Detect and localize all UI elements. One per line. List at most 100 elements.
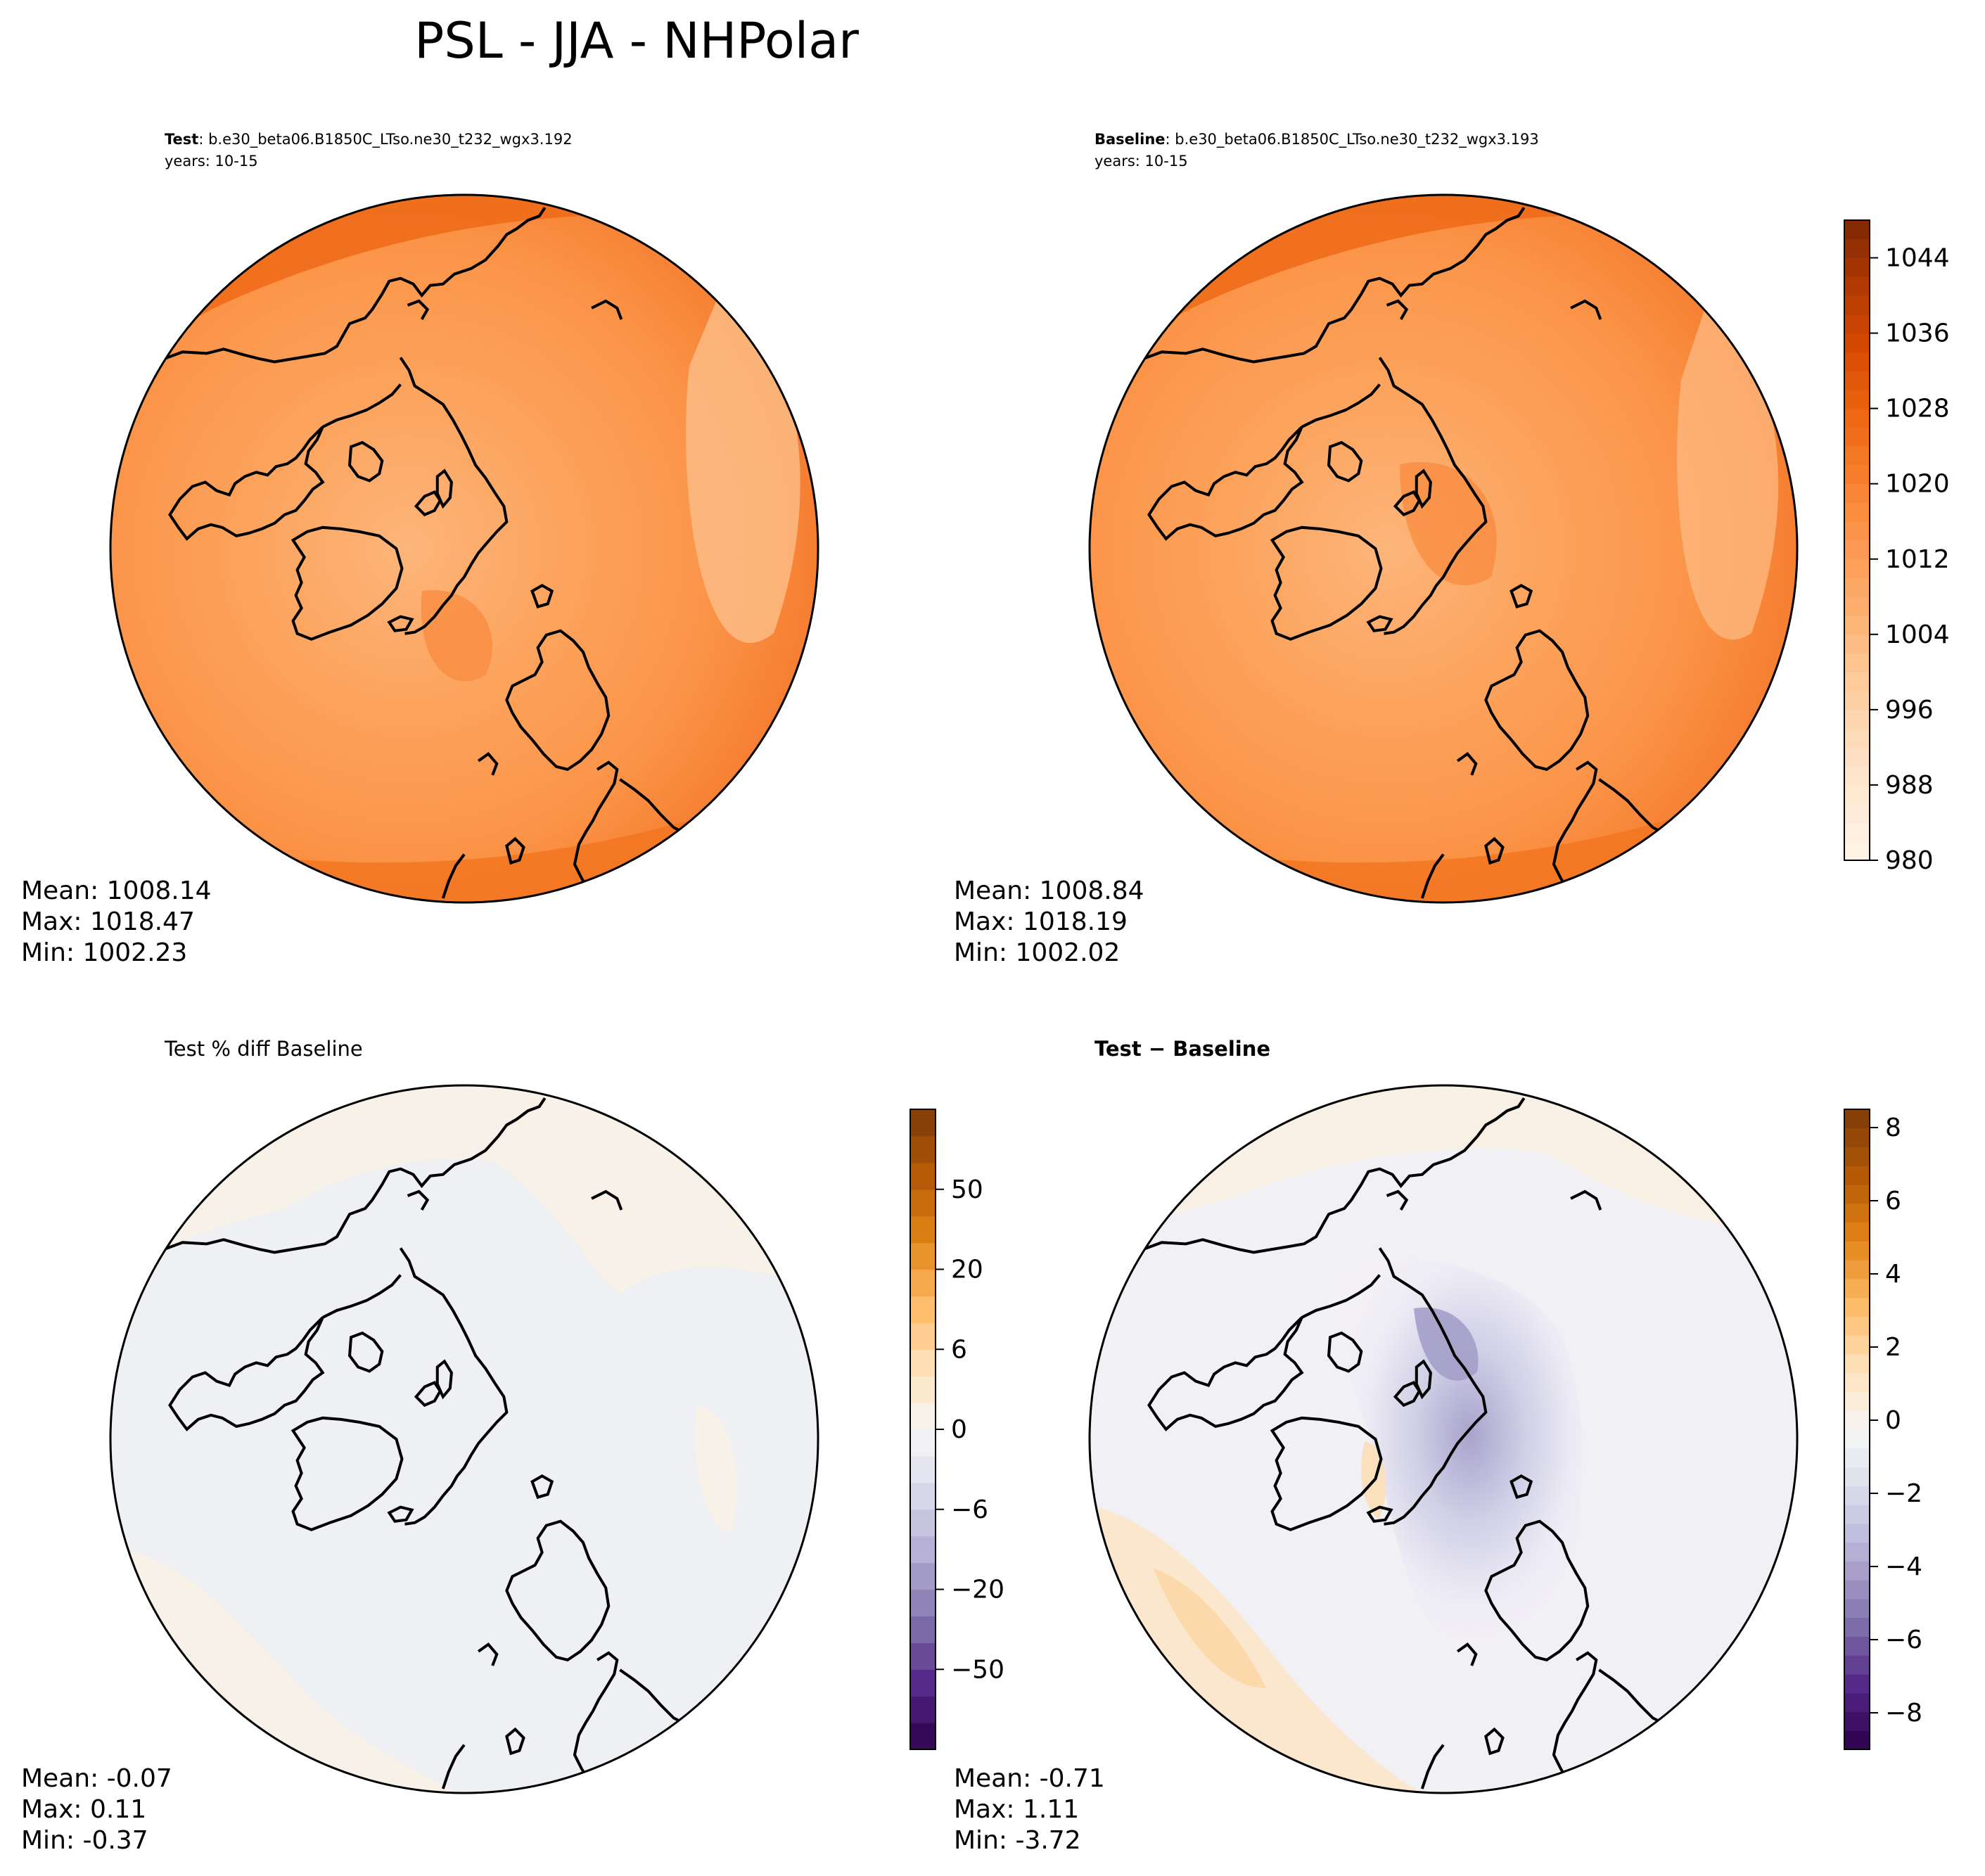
colorbar-psl-frame — [1844, 219, 1870, 861]
colorbar-psl-tick-label: 988 — [1885, 771, 1934, 800]
panel-difference-boundary — [1088, 1084, 1799, 1794]
colorbar-pct-bin — [910, 1135, 936, 1163]
panel-baseline-subtitle: years: 10-15 — [1094, 153, 1188, 170]
panel-pct-diff-mean: Mean: -0.07 — [21, 1764, 172, 1793]
panel-difference-mean: Mean: -0.71 — [954, 1764, 1105, 1793]
colorbar-pct-bin — [910, 1509, 936, 1537]
colorbar-psl-bin — [1844, 220, 1870, 240]
colorbar-psl-bin — [1844, 728, 1870, 748]
colorbar-pct-bin — [910, 1403, 936, 1430]
colorbar-pct-tick-label: 50 — [951, 1175, 983, 1204]
panel-difference: Test − Baseline Mean: -0.71 Max: 1.11 Mi… — [954, 1037, 1799, 1855]
colorbar-diff-bin — [1844, 1109, 1870, 1129]
colorbar-psl-tick-label: 1036 — [1885, 319, 1950, 348]
colorbar-psl-bin — [1844, 540, 1870, 560]
colorbar-diff-bin — [1844, 1297, 1870, 1317]
colorbar-diff-bin — [1844, 1316, 1870, 1336]
panel-difference-max: Max: 1.11 — [954, 1795, 1079, 1824]
colorbar-diff-bin — [1844, 1410, 1870, 1430]
panel-test-max: Max: 1018.47 — [21, 907, 195, 936]
panel-baseline-boundary — [1088, 193, 1799, 904]
panel-baseline-min: Min: 1002.02 — [954, 938, 1120, 967]
colorbar-pct-tick-label: −50 — [951, 1655, 1004, 1684]
colorbar-diff-bin — [1844, 1353, 1870, 1374]
colorbar-psl-bin — [1844, 653, 1870, 672]
colorbar-diff-bin — [1844, 1241, 1870, 1261]
panel-baseline-title: Baseline: b.e30_beta06.B1850C_LTso.ne30_… — [1094, 131, 1539, 148]
colorbar-psl-bin — [1844, 276, 1870, 296]
colorbar-psl-bin — [1844, 464, 1870, 485]
colorbar-pct-bin — [910, 1562, 936, 1590]
figure-title: PSL - JJA - NHPolar — [414, 12, 859, 70]
colorbar-psl-bin — [1844, 822, 1870, 842]
colorbar-diff-bin — [1844, 1730, 1870, 1750]
panel-difference-title: Test − Baseline — [1094, 1037, 1270, 1061]
colorbar-pct-bin — [910, 1429, 936, 1457]
colorbar-psl-tick-label: 1028 — [1885, 395, 1950, 423]
colorbar-pct-bin — [910, 1376, 936, 1403]
colorbar-psl-bin — [1844, 747, 1870, 767]
colorbar-pct-bin — [910, 1189, 936, 1217]
panel-baseline-title-bold: Baseline — [1094, 131, 1166, 148]
colorbar-psl-bin — [1844, 238, 1870, 259]
panel-difference-map — [1090, 1085, 1797, 1793]
colorbar-diff-bin — [1844, 1598, 1870, 1619]
colorbar-pct-bin — [910, 1215, 936, 1244]
colorbar-diff-bin — [1844, 1617, 1870, 1638]
colorbar-diff-bins — [1844, 1109, 1870, 1750]
colorbar-diff-bin — [1844, 1203, 1870, 1223]
colorbar-psl-tick-label: 980 — [1885, 846, 1934, 875]
panel-pct-diff-max: Max: 0.11 — [21, 1795, 146, 1824]
panel-test-min: Min: 1002.23 — [21, 938, 187, 967]
panel-baseline-map — [1090, 195, 1797, 902]
colorbar-pct-ticks: 50 20 6 0 −6 −20 −50 — [936, 1175, 1004, 1684]
colorbar-psl-bin — [1844, 257, 1870, 277]
colorbar-psl-ticks: 980 988 996 1004 1012 1020 1028 1036 1044 — [1870, 244, 1950, 875]
colorbar-psl-bin — [1844, 672, 1870, 691]
colorbar-diff-tick-label: 0 — [1885, 1406, 1901, 1435]
panel-baseline-max: Max: 1018.19 — [954, 907, 1128, 936]
colorbar-psl-bin — [1844, 295, 1870, 315]
panel-pct-diff: Test % diff Baseline Mean: -0.07 Max: 0.… — [21, 1037, 819, 1855]
panel-difference-min: Min: -3.72 — [954, 1826, 1081, 1855]
colorbar-psl: 980 988 996 1004 1012 1020 1028 1036 1044 — [1844, 219, 1950, 875]
colorbar-diff-bin — [1844, 1222, 1870, 1242]
colorbar-diff-bin — [1844, 1448, 1870, 1468]
panel-test-title: Test: b.e30_beta06.B1850C_LTso.ne30_t232… — [165, 131, 573, 148]
colorbar-diff-bin — [1844, 1542, 1870, 1562]
panel-test-mean: Mean: 1008.14 — [21, 876, 212, 905]
colorbar-psl-bin — [1844, 691, 1870, 710]
colorbar-diff-tick-label: −2 — [1885, 1479, 1922, 1508]
colorbar-pct-bin — [910, 1242, 936, 1270]
colorbar-psl-bin — [1844, 314, 1870, 334]
colorbar-pct-bin — [910, 1322, 936, 1350]
colorbar-psl-bin — [1844, 502, 1870, 522]
colorbar-psl-bin — [1844, 427, 1870, 447]
colorbar-psl-bin — [1844, 803, 1870, 824]
colorbar-psl-bin — [1844, 615, 1870, 635]
colorbar-pct-bins — [910, 1109, 936, 1750]
panel-baseline-title-rest: : b.e30_beta06.B1850C_LTso.ne30_t232_wgx… — [1166, 131, 1539, 148]
colorbar-pct-bin — [910, 1109, 936, 1137]
colorbar-diff-tick-label: 6 — [1885, 1187, 1901, 1215]
colorbar-pct-tick-label: 6 — [951, 1335, 967, 1364]
panel-pct-diff-min: Min: -0.37 — [21, 1826, 148, 1855]
colorbar-diff-bin — [1844, 1561, 1870, 1581]
colorbar-diff-bin — [1844, 1335, 1870, 1355]
colorbar-psl-bin — [1844, 371, 1870, 390]
colorbar-diff-tick-label: −6 — [1885, 1626, 1922, 1654]
colorbar-pct-bin — [910, 1349, 936, 1377]
panel-baseline-mean: Mean: 1008.84 — [954, 876, 1144, 905]
colorbar-psl-bin — [1844, 352, 1870, 371]
colorbar-pct-tick-label: −20 — [951, 1576, 1004, 1604]
panel-test: Test: b.e30_beta06.B1850C_LTso.ne30_t232… — [21, 131, 819, 967]
panel-pct-diff-map — [110, 1085, 818, 1793]
colorbar-psl-tick-label: 1012 — [1885, 545, 1950, 574]
colorbar-diff-tick-label: −4 — [1885, 1552, 1922, 1581]
colorbar-pct-bin — [910, 1723, 936, 1750]
colorbar-psl-bin — [1844, 521, 1870, 541]
colorbar-diff-frame — [1844, 1109, 1870, 1750]
colorbar-pct-bin — [910, 1589, 936, 1617]
colorbar-diff-bin — [1844, 1467, 1870, 1486]
